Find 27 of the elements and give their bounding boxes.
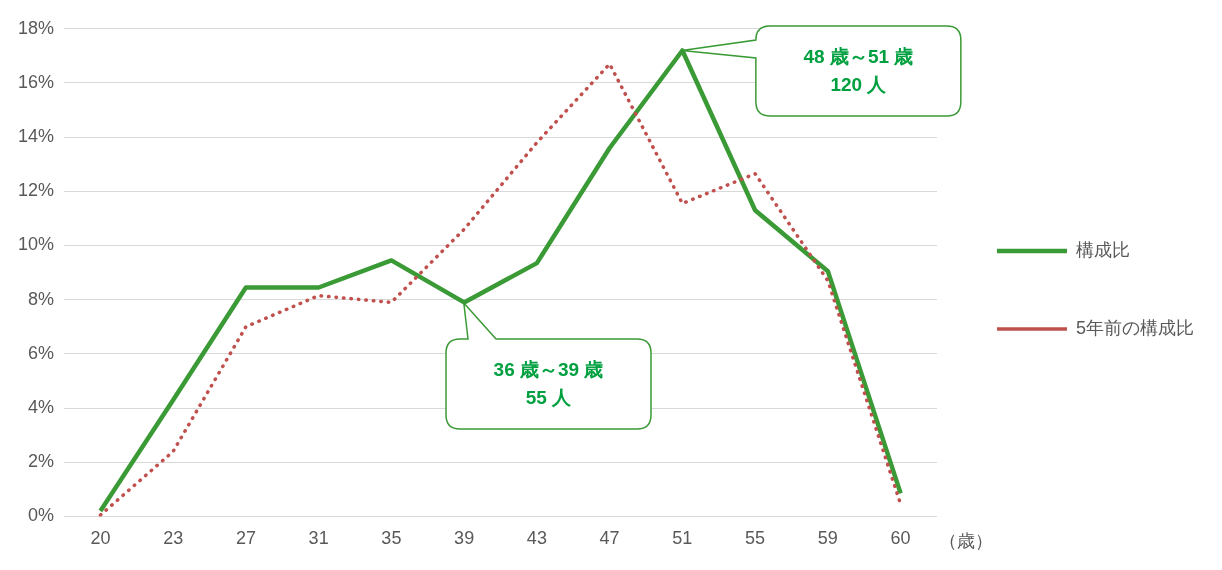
annotation: 36 歳～39 歳 55 人	[492, 357, 605, 410]
y-tick-label: 8%	[28, 288, 55, 309]
x-tick-label: 43	[526, 528, 547, 549]
x-tick-label: 31	[308, 528, 329, 549]
y-tick-label: 4%	[28, 397, 55, 418]
x-tick-label: 23	[163, 528, 184, 549]
x-tick-label: 20	[90, 528, 111, 549]
x-tick-label: 59	[817, 528, 838, 549]
x-axis-title: （歳）	[938, 531, 993, 552]
x-tick-label: 27	[235, 528, 256, 549]
x-tick-label: 39	[454, 528, 475, 549]
y-tick-label: 16%	[18, 71, 55, 92]
x-tick-label: 55	[745, 528, 766, 549]
x-tick-label: 51	[672, 528, 693, 549]
annotation: 48 歳～51 歳 120 人	[802, 45, 915, 98]
y-tick-label: 2%	[28, 451, 55, 472]
x-tick-label: 35	[381, 528, 402, 549]
y-tick-label: 6%	[28, 342, 55, 363]
y-tick-label: 12%	[18, 180, 55, 201]
x-tick-label: 60	[890, 528, 911, 549]
y-tick-label: 0%	[28, 505, 55, 526]
legend-label: 5年前の構成比	[1075, 317, 1194, 338]
y-tick-label: 18%	[18, 17, 55, 38]
y-tick-label: 14%	[18, 126, 55, 147]
y-tick-label: 10%	[18, 234, 55, 255]
legend-label: 構成比	[1075, 239, 1130, 260]
x-tick-label: 47	[599, 528, 620, 549]
